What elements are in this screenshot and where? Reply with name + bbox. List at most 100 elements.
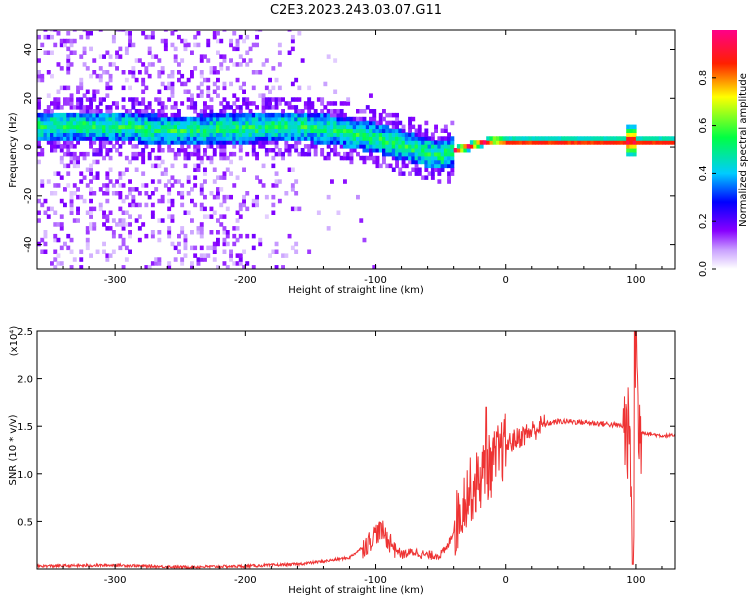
spectrogram-cell	[79, 97, 84, 102]
spectrogram-cell	[313, 116, 318, 122]
spectrogram-cell	[287, 151, 292, 157]
spectrogram-cell	[199, 58, 204, 63]
spectrogram-cell	[238, 54, 243, 59]
spectrogram-cell	[382, 159, 386, 165]
spectrogram-cell	[434, 151, 438, 157]
spectrogram-cell	[294, 124, 299, 130]
spectrogram-cell	[632, 140, 637, 145]
spectrogram-x-tick-label: -200	[234, 275, 257, 286]
spectrogram-cell	[170, 105, 175, 110]
spectrogram-cell	[447, 159, 451, 165]
spectrogram-cell	[450, 159, 455, 165]
spectrogram-cell	[76, 112, 80, 118]
spectrogram-cell	[98, 124, 103, 130]
spectrogram-cell	[50, 116, 54, 122]
spectrogram-cell	[307, 120, 312, 126]
spectrogram-cell	[225, 194, 230, 200]
spectrogram-cell	[277, 101, 282, 106]
spectrogram-cell	[277, 179, 282, 184]
spectrogram-cell	[147, 128, 152, 133]
spectrogram-cell	[118, 120, 123, 126]
spectrogram-cell	[313, 128, 318, 133]
spectrogram-cell	[378, 136, 383, 141]
spectrogram-cell	[365, 148, 370, 153]
spectrogram-cell	[66, 70, 71, 75]
spectrogram-cell	[443, 163, 448, 169]
spectrogram-cell	[417, 148, 422, 153]
spectrogram-cell	[50, 148, 54, 153]
spectrogram-cell	[167, 198, 172, 204]
spectrogram-cell	[362, 128, 367, 133]
spectrogram-cell	[108, 62, 113, 67]
spectrogram-cell	[362, 159, 367, 165]
spectrogram-cell	[359, 124, 364, 130]
spectrogram-cell	[102, 241, 106, 247]
spectrogram-cell	[76, 210, 80, 215]
spectrogram-cell	[124, 245, 129, 251]
spectrogram-cell	[40, 136, 45, 141]
spectrogram-cell	[193, 105, 198, 110]
spectrogram-cell	[147, 34, 152, 40]
spectrogram-cell	[616, 136, 621, 141]
spectrogram-cell	[222, 155, 227, 161]
spectrogram-cell	[199, 159, 204, 165]
spectrogram-cell	[222, 54, 227, 59]
spectrogram-cell	[473, 140, 478, 145]
spectrogram-cell	[320, 148, 325, 153]
spectrogram-cell	[144, 124, 149, 130]
spectrogram-cell	[222, 112, 227, 118]
spectrogram-cell	[180, 194, 185, 200]
spectrogram-cell	[235, 140, 240, 145]
spectrogram-cell	[424, 163, 429, 169]
spectrogram-cell	[92, 132, 97, 137]
spectrogram-cell	[222, 97, 227, 102]
spectrogram-cell	[414, 171, 419, 176]
spectrogram-cell	[290, 38, 295, 44]
spectrogram-cell	[362, 140, 367, 145]
spectrogram-cell	[258, 93, 263, 98]
spectrogram-cell	[209, 112, 214, 118]
spectrogram-cell	[408, 159, 412, 165]
spectrogram-cell	[388, 151, 393, 157]
spectrogram-cell	[199, 54, 204, 59]
spectrogram-cell	[105, 116, 110, 122]
spectrogram-cell	[56, 136, 61, 141]
spectrogram-cell	[199, 230, 204, 235]
spectrogram-cell	[339, 120, 344, 126]
spectrogram-cell	[111, 249, 116, 254]
spectrogram-cell	[606, 136, 611, 141]
spectrogram-cell	[92, 58, 97, 63]
spectrogram-cell	[245, 140, 250, 145]
spectrogram-cell	[141, 81, 146, 87]
spectrogram-cell	[177, 249, 181, 254]
spectrogram-cell	[414, 151, 419, 157]
spectrogram-cell	[92, 159, 97, 165]
spectrogram-cell	[372, 265, 377, 269]
spectrogram-cell	[115, 50, 119, 55]
spectrogram-cell	[255, 198, 259, 204]
spectrogram-cell	[212, 116, 217, 122]
spectrogram-cell	[111, 183, 116, 188]
spectrogram-cell	[294, 120, 299, 126]
spectrogram-cell	[76, 218, 80, 223]
spectrogram-cell	[131, 97, 136, 102]
spectrogram-cell	[118, 218, 123, 223]
spectrogram-cell	[333, 132, 338, 137]
spectrogram-cell	[369, 148, 373, 153]
spectrogram-cell	[180, 101, 185, 106]
spectrogram-cell	[541, 136, 546, 141]
spectrogram-cell	[639, 140, 644, 145]
spectrogram-cell	[141, 89, 146, 94]
spectrogram-cell	[277, 85, 282, 91]
spectrogram-cell	[108, 109, 113, 114]
spectrogram-cell	[98, 101, 103, 106]
spectrogram-cell	[150, 116, 155, 122]
spectrogram-cell	[72, 136, 77, 141]
spectrogram-cell	[177, 116, 181, 122]
spectrogram-cell	[378, 148, 383, 153]
spectrogram-cell	[216, 93, 220, 98]
spectrogram-cell	[632, 132, 637, 137]
spectrogram-cell	[264, 58, 269, 63]
spectrogram-cell	[56, 124, 61, 130]
spectrogram-cell	[242, 89, 246, 94]
